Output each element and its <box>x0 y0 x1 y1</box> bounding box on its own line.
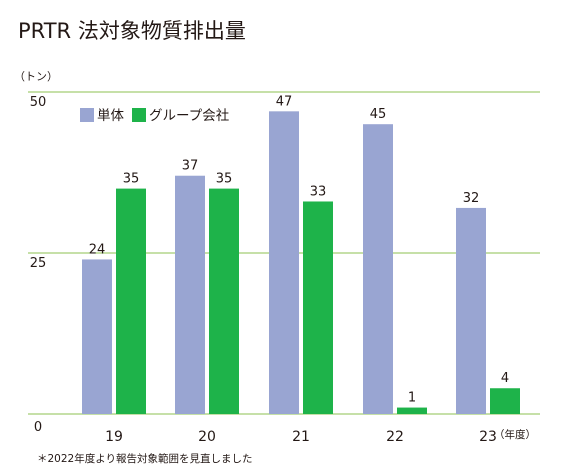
value-label-single-23: 32 <box>463 191 480 206</box>
bar-group-20 <box>209 188 239 414</box>
y-tick-label-0: 0 <box>34 420 42 435</box>
value-label-group-22: 1 <box>408 391 416 406</box>
value-label-single-19: 24 <box>89 242 106 257</box>
x-tick-label-22: 22 <box>386 429 404 445</box>
value-label-group-21: 33 <box>310 184 327 199</box>
legend-swatch-group <box>132 108 146 122</box>
value-label-single-21: 47 <box>276 94 293 109</box>
legend-label-group: グループ会社 <box>149 108 229 124</box>
y-tick-label-50: 50 <box>30 95 47 110</box>
x-tick-label-21: 21 <box>292 429 310 445</box>
bar-group-19 <box>116 188 146 414</box>
value-label-group-20: 35 <box>216 172 233 187</box>
bar-single-22 <box>363 124 393 414</box>
value-labels: 24 35 37 35 47 33 45 1 32 4 <box>89 94 509 405</box>
y-tick-label-25: 25 <box>30 256 47 271</box>
bars <box>82 111 520 414</box>
x-ticks: 19 20 21 22 23 <box>105 429 497 445</box>
y-axis-unit: （トン） <box>14 70 58 83</box>
value-label-single-20: 37 <box>182 159 199 174</box>
value-label-group-19: 35 <box>123 172 140 187</box>
bar-single-20 <box>175 175 205 414</box>
x-tick-label-19: 19 <box>105 429 123 445</box>
x-axis-suffix: （年度） <box>494 428 536 441</box>
footnote: ＊2022年度より報告対象範囲を見直しました <box>37 452 253 465</box>
bar-group-21 <box>303 201 333 414</box>
bar-single-21 <box>269 111 299 414</box>
x-tick-label-23: 23 <box>479 429 497 445</box>
bar-group-23 <box>490 388 520 414</box>
bar-single-23 <box>456 207 486 414</box>
y-ticks: 0 25 50 <box>30 95 47 435</box>
x-tick-label-20: 20 <box>198 429 216 445</box>
legend-swatch-single <box>80 108 94 122</box>
legend-label-single: 単体 <box>97 108 124 124</box>
bar-single-19 <box>82 259 112 414</box>
value-label-group-23: 4 <box>501 371 509 386</box>
legend: 単体 グループ会社 <box>80 108 229 124</box>
chart-title: PRTR 法対象物質排出量 <box>18 19 246 43</box>
value-label-single-22: 45 <box>370 107 387 122</box>
bar-group-22 <box>397 407 427 414</box>
